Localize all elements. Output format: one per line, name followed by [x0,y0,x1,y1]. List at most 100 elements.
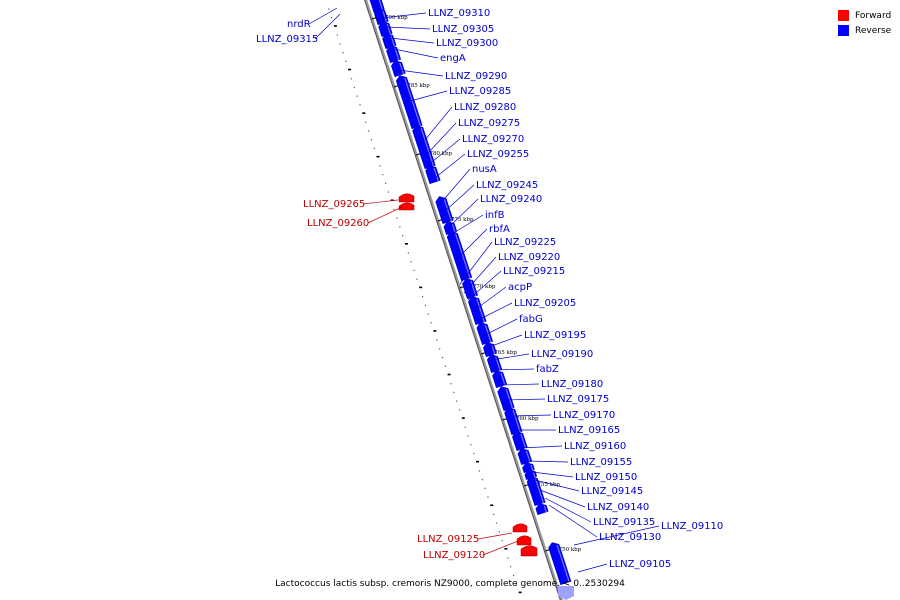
gene-leader-line [577,563,608,573]
kbp-tick-label: 1775 kbp [447,217,474,223]
gene-label[interactable]: LLNZ_09180 [541,379,603,390]
gene-label[interactable]: rbfA [489,224,510,235]
gene-label[interactable]: LLNZ_09155 [570,457,632,468]
gene-label[interactable]: nrdR [287,19,311,30]
kbp-tick-label: 1785 kbp [404,83,431,89]
gene-label[interactable]: LLNZ_09285 [449,86,511,97]
gene-leader-line [381,12,427,19]
track-dot [421,295,424,298]
genome-caption: Lactococcus lactis subsp. cremoris NZ900… [275,579,625,589]
gene-label[interactable]: LLNZ_09310 [428,8,490,19]
gene-label[interactable]: infB [485,210,505,221]
gene-label[interactable]: LLNZ_09145 [581,486,643,497]
gene-label[interactable]: LLNZ_09255 [467,149,529,160]
track-dot [458,409,461,411]
gene-label[interactable]: LLNZ_09120 [423,550,485,561]
kbp-tick-label: 1760 kbp [512,416,539,422]
forward-swatch [838,10,849,21]
gene-block-reverse [391,60,406,78]
gene-label[interactable]: LLNZ_09130 [599,532,661,543]
gene-label[interactable]: LLNZ_09190 [531,349,593,360]
track-dot [507,557,509,559]
track-dot [518,591,522,594]
track-dot [393,208,395,211]
track-dot [487,496,489,498]
gene-label[interactable]: LLNZ_09305 [432,24,494,35]
gene-label[interactable]: LLNZ_09140 [587,502,649,513]
gene-label[interactable]: LLNZ_09105 [609,559,671,570]
track-dot [475,460,479,463]
gene-leader-line [482,540,519,556]
gene-label[interactable]: LLNZ_09135 [593,517,655,528]
track-dot [370,139,373,141]
track-dot [353,86,355,89]
track-dot [359,104,361,106]
gene-leader-line [467,270,502,301]
gene-block-shade [520,433,527,449]
gene-block-shade [556,544,570,583]
gene-leader-line [424,106,453,141]
track-dot [447,373,451,376]
gene-label[interactable]: LLNZ_09110 [661,521,723,532]
gene-block-shade [399,62,405,75]
gene-label[interactable]: LLNZ_09170 [553,410,615,421]
gene-label[interactable]: LLNZ_09240 [480,194,542,205]
gene-label[interactable]: fabG [519,314,543,325]
track-dot [439,348,441,350]
gene-block-shade [394,47,400,61]
track-dot [379,165,381,167]
gene-block-reverse [386,45,402,64]
track-dot [515,583,517,585]
gene-label[interactable]: LLNZ_09300 [436,38,498,49]
gene-block-forward [512,523,528,533]
gene-label[interactable]: LLNZ_09280 [454,102,516,113]
gene-label[interactable]: nusA [472,164,497,175]
gene-label[interactable]: fabZ [536,364,559,375]
gene-label[interactable]: LLNZ_09270 [462,134,524,145]
track-dot [430,322,432,324]
gene-label[interactable]: LLNZ_09165 [558,425,620,436]
gene-label[interactable]: LLNZ_09275 [458,118,520,129]
track-dot [387,191,390,193]
gene-label[interactable]: LLNZ_09290 [445,71,507,82]
track-dot [456,400,458,402]
gene-label[interactable]: LLNZ_09215 [503,266,565,277]
track-dot [501,539,503,542]
gene-label[interactable]: LLNZ_09260 [307,218,369,229]
gene-label[interactable]: LLNZ_09175 [547,394,609,405]
gene-label[interactable]: LLNZ_09160 [564,441,626,452]
gene-leader-line [494,368,535,371]
track-dot [450,383,452,385]
gene-label[interactable]: LLNZ_09315 [256,34,318,45]
track-dot [345,60,347,62]
gene-label[interactable]: LLNZ_09125 [417,534,479,545]
gene-label[interactable]: LLNZ_09265 [303,199,365,210]
gene-leader-line [314,13,341,40]
gene-block-shade [512,409,521,433]
track-dot [348,68,352,71]
gene-leader-line [573,525,660,546]
track-dot [510,566,512,568]
gene-label[interactable]: LLNZ_09225 [494,237,556,248]
gene-label[interactable]: LLNZ_09220 [498,252,560,263]
gene-label[interactable]: LLNZ_09245 [476,180,538,191]
track-dot [404,243,408,245]
track-dot [433,330,437,332]
track-dot [498,531,500,533]
gene-block-shade [534,478,544,504]
gene-label[interactable]: LLNZ_09150 [575,472,637,483]
track-dot [350,78,353,80]
gene-label[interactable]: engA [440,53,466,64]
gene-leader-line [525,460,569,463]
track-dot [473,452,475,455]
gene-label[interactable]: LLNZ_09195 [524,330,586,341]
gene-label[interactable]: acpP [508,282,532,293]
track-dot [453,391,455,394]
track-dot [427,313,429,315]
gene-label[interactable]: LLNZ_09205 [514,298,576,309]
track-dot [331,17,333,19]
track-dot [461,417,465,419]
gene-block-forward [398,202,415,211]
gene-block-shade [451,223,456,233]
